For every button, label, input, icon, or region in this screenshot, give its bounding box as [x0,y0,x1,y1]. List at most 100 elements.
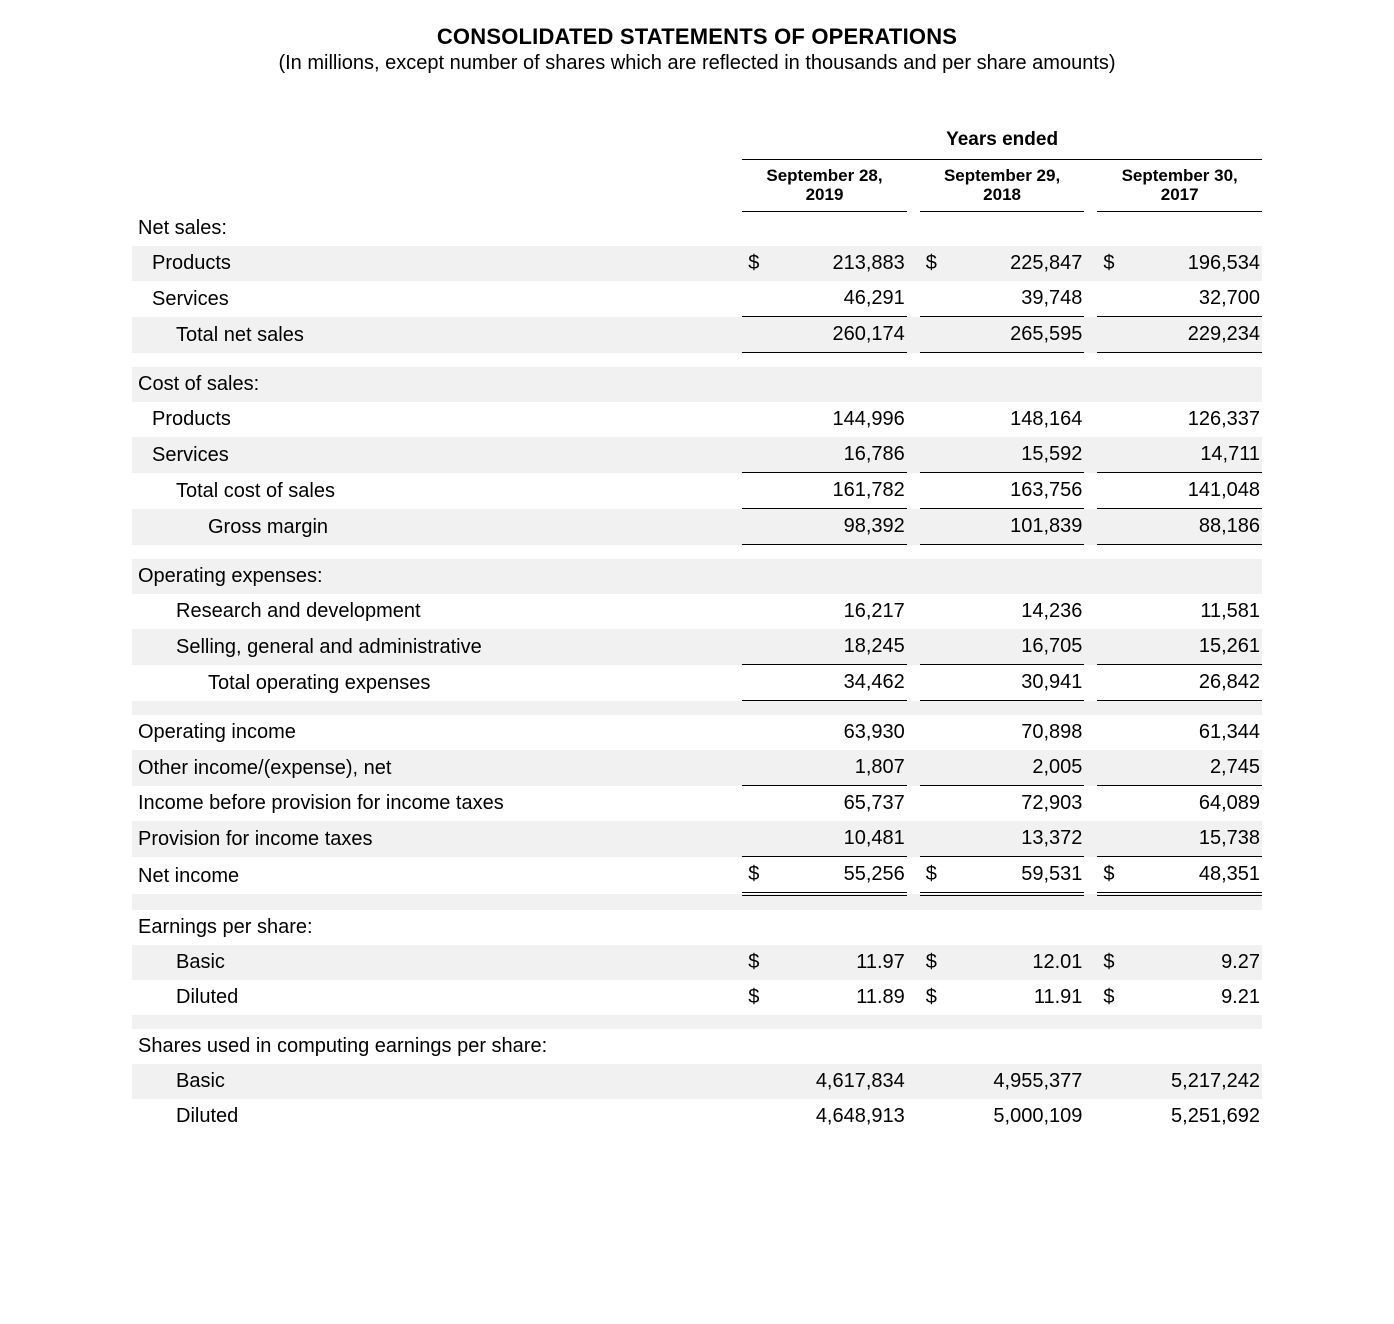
row-products-sales: Products $213,883 $225,847 $196,534 [132,246,1262,281]
label-gross-margin: Gross margin [132,509,742,545]
value-shares-diluted-y3: 5,251,692 [1138,1099,1262,1134]
label-shares-basic: Basic [132,1064,742,1099]
value-total-net-sales-y2: 265,595 [960,317,1084,353]
value-rd-y3: 11,581 [1138,594,1262,629]
value-total-cost-of-sales-y3: 141,048 [1138,473,1262,509]
value-gross-margin-y1: 98,392 [783,509,907,545]
value-services-sales-y1: 46,291 [783,281,907,317]
label-services-cost: Services [132,437,742,473]
value-eps-diluted-y3: 9.21 [1138,980,1262,1015]
label-total-net-sales: Total net sales [132,317,742,353]
row-shares-diluted: Diluted 4,648,913 5,000,109 5,251,692 [132,1099,1262,1134]
value-other-income-y3: 2,745 [1138,750,1262,786]
currency-symbol: $ [1097,246,1137,281]
row-products-cost: Products 144,996 148,164 126,337 [132,402,1262,437]
value-other-income-y1: 1,807 [783,750,907,786]
value-tax-provision-y1: 10,481 [783,821,907,857]
currency-symbol: $ [742,857,782,895]
column-header-y3-line1: September 30, [1122,166,1238,185]
value-gross-margin-y2: 101,839 [960,509,1084,545]
value-total-op-exp-y2: 30,941 [960,665,1084,701]
row-other-income: Other income/(expense), net 1,807 2,005 … [132,750,1262,786]
value-net-income-y3: 48,351 [1138,857,1262,895]
label-net-sales: Net sales: [132,211,742,246]
column-header-y2-line2: 2018 [983,185,1021,204]
value-services-sales-y2: 39,748 [960,281,1084,317]
value-products-sales-y3: 196,534 [1138,246,1262,281]
value-shares-basic-y1: 4,617,834 [783,1064,907,1099]
value-products-sales-y1: 213,883 [783,246,907,281]
value-services-cost-y3: 14,711 [1138,437,1262,473]
column-header-y1-line2: 2019 [806,185,844,204]
value-sga-y1: 18,245 [783,629,907,665]
currency-symbol: $ [742,945,782,980]
value-income-before-tax-y1: 65,737 [783,786,907,822]
row-services-sales: Services 46,291 39,748 32,700 [132,281,1262,317]
label-shares-used: Shares used in computing earnings per sh… [132,1029,742,1064]
currency-symbol: $ [1097,945,1137,980]
label-rd: Research and development [132,594,742,629]
row-net-sales-header: Net sales: [132,211,1262,246]
value-eps-basic-y3: 9.27 [1138,945,1262,980]
label-services-sales: Services [132,281,742,317]
row-sga: Selling, general and administrative 18,2… [132,629,1262,665]
label-operating-expenses: Operating expenses: [132,559,742,594]
row-income-before-tax: Income before provision for income taxes… [132,786,1262,822]
value-income-before-tax-y2: 72,903 [960,786,1084,822]
currency-symbol: $ [742,980,782,1015]
row-services-cost: Services 16,786 15,592 14,711 [132,437,1262,473]
label-eps-basic: Basic [132,945,742,980]
value-sga-y3: 15,261 [1138,629,1262,665]
label-net-income: Net income [132,857,742,895]
value-shares-basic-y2: 4,955,377 [960,1064,1084,1099]
value-eps-diluted-y1: 11.89 [783,980,907,1015]
currency-symbol: $ [920,945,960,980]
label-eps: Earnings per share: [132,910,742,945]
value-products-cost-y2: 148,164 [960,402,1084,437]
value-shares-diluted-y2: 5,000,109 [960,1099,1084,1134]
label-operating-income: Operating income [132,715,742,750]
value-total-op-exp-y3: 26,842 [1138,665,1262,701]
column-header-y1: September 28, 2019 [742,159,907,211]
value-sga-y2: 16,705 [960,629,1084,665]
label-products-cost: Products [132,402,742,437]
value-shares-diluted-y1: 4,648,913 [783,1099,907,1134]
value-tax-provision-y2: 13,372 [960,821,1084,857]
label-sga: Selling, general and administrative [132,629,742,665]
row-shares-used-header: Shares used in computing earnings per sh… [132,1029,1262,1064]
value-rd-y2: 14,236 [960,594,1084,629]
column-group-header: Years ended [742,123,1262,159]
label-cost-of-sales: Cost of sales: [132,367,742,402]
column-header-y3: September 30, 2017 [1097,159,1262,211]
currency-symbol: $ [1097,980,1137,1015]
row-operating-expenses-header: Operating expenses: [132,559,1262,594]
currency-symbol: $ [920,246,960,281]
currency-symbol: $ [742,246,782,281]
row-eps-diluted: Diluted $11.89 $11.91 $9.21 [132,980,1262,1015]
row-total-operating-expenses: Total operating expenses 34,462 30,941 2… [132,665,1262,701]
value-operating-income-y3: 61,344 [1138,715,1262,750]
row-eps-basic: Basic $11.97 $12.01 $9.27 [132,945,1262,980]
row-eps-header: Earnings per share: [132,910,1262,945]
value-products-cost-y1: 144,996 [783,402,907,437]
label-total-op-exp: Total operating expenses [132,665,742,701]
value-net-income-y1: 55,256 [783,857,907,895]
value-total-net-sales-y1: 260,174 [783,317,907,353]
value-income-before-tax-y3: 64,089 [1138,786,1262,822]
value-total-cost-of-sales-y1: 161,782 [783,473,907,509]
value-eps-basic-y2: 12.01 [960,945,1084,980]
label-other-income: Other income/(expense), net [132,750,742,786]
label-products-sales: Products [132,246,742,281]
column-header-y2-line1: September 29, [944,166,1060,185]
value-services-sales-y3: 32,700 [1138,281,1262,317]
row-gross-margin: Gross margin 98,392 101,839 88,186 [132,509,1262,545]
value-total-op-exp-y1: 34,462 [783,665,907,701]
label-income-before-tax: Income before provision for income taxes [132,786,742,822]
value-total-cost-of-sales-y2: 163,756 [960,473,1084,509]
row-total-cost-of-sales: Total cost of sales 161,782 163,756 141,… [132,473,1262,509]
row-shares-basic: Basic 4,617,834 4,955,377 5,217,242 [132,1064,1262,1099]
row-tax-provision: Provision for income taxes 10,481 13,372… [132,821,1262,857]
label-shares-diluted: Diluted [132,1099,742,1134]
currency-symbol: $ [1097,857,1137,895]
label-tax-provision: Provision for income taxes [132,821,742,857]
